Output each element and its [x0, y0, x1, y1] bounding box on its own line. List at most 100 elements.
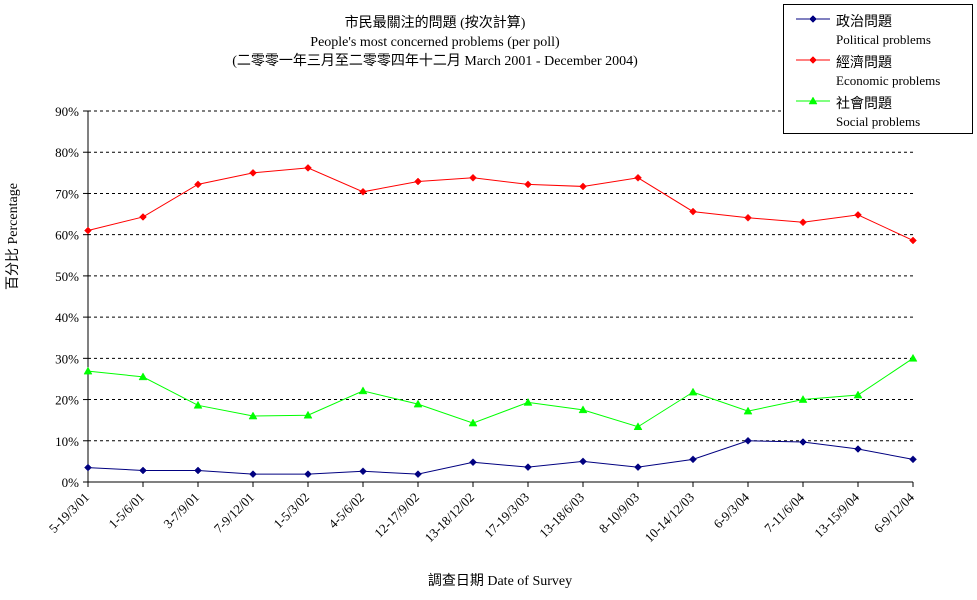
y-tick-label: 50% — [55, 269, 79, 284]
data-point-economic — [139, 213, 147, 221]
x-tick-label: 5-19/3/01 — [46, 490, 92, 536]
y-tick-label: 30% — [55, 351, 79, 366]
legend-swatch-political — [796, 15, 830, 23]
x-tick-label: 8-10/9/03 — [596, 490, 642, 536]
x-tick-label: 12-17/9/02 — [371, 490, 422, 541]
series-economic — [84, 164, 917, 245]
y-tick-label: 80% — [55, 145, 79, 160]
data-point-political — [249, 470, 257, 479]
legend-marker-economic — [809, 56, 817, 64]
data-point-political — [634, 463, 642, 472]
y-tick-label: 60% — [55, 228, 79, 243]
data-point-political — [524, 463, 532, 472]
y-tick-label: 90% — [55, 104, 79, 119]
data-point-social — [358, 386, 368, 395]
data-point-social — [908, 353, 918, 362]
legend-label-social: 社會問題 — [836, 97, 892, 112]
y-tick-label: 0% — [62, 475, 80, 490]
x-tick-label: 1-5/3/02 — [270, 490, 312, 532]
legend-item-social: 社會問題 Social problems — [784, 87, 972, 129]
data-point-economic — [524, 180, 532, 189]
data-point-political — [744, 436, 752, 445]
data-point-political — [414, 470, 422, 479]
data-point-social — [303, 410, 313, 419]
x-tick-label: 1-5/6/01 — [105, 490, 147, 532]
data-point-political — [799, 438, 807, 446]
x-axis-label: 調查日期 Date of Survey — [427, 574, 573, 589]
data-point-political — [84, 463, 92, 472]
data-point-political — [909, 455, 917, 464]
y-tick-label: 10% — [55, 434, 79, 449]
data-point-political — [194, 466, 202, 475]
data-point-political — [469, 458, 477, 467]
data-point-economic — [469, 173, 477, 182]
axis-layer — [83, 110, 914, 487]
data-point-social — [853, 390, 863, 399]
x-tick-label: 3-7/9/01 — [160, 490, 202, 532]
chart-subtitle: People's most concerned problems (per po… — [310, 35, 560, 50]
data-point-economic — [854, 211, 862, 219]
legend-label-en-economic: Economic problems — [836, 73, 941, 88]
y-tick-label: 40% — [55, 310, 79, 325]
data-point-social — [193, 400, 203, 409]
x-tick-label: 10-14/12/03 — [642, 490, 698, 546]
data-point-economic — [744, 213, 752, 222]
x-tick-label: 13-18/6/03 — [536, 490, 587, 541]
legend-item-economic: 經濟問題 Economic problems — [784, 46, 972, 88]
legend-swatch-economic — [796, 56, 830, 64]
x-tick-label: 4-5/6/02 — [325, 490, 367, 532]
series-social — [83, 353, 918, 431]
data-point-political — [579, 457, 587, 466]
legend-label-political: 政治問題 — [836, 15, 892, 30]
series-line-economic — [87, 167, 914, 241]
legend-swatch-social — [796, 96, 830, 105]
legend-label-economic: 經濟問題 — [836, 56, 892, 71]
chart-title: 市民最關注的問題 (按次計算) — [344, 16, 526, 31]
data-point-economic — [304, 164, 312, 172]
x-tick-label: 6-9/12/04 — [871, 489, 918, 536]
chart-legend: 政治問題 Political problems 經濟問題 Economic probl… — [783, 4, 973, 134]
data-point-social — [578, 405, 588, 414]
data-point-economic — [579, 182, 587, 191]
data-point-economic — [249, 168, 257, 177]
tick-label-layer: 0% 10% 20% 30% 40% 50% 60% 70% 80% 90% 5-19/3/01 1-… — [46, 104, 918, 545]
x-tick-label: 7-11/6/04 — [761, 489, 807, 535]
data-point-political — [854, 445, 862, 453]
data-point-political — [139, 466, 147, 475]
data-point-political — [689, 455, 697, 464]
x-tick-label: 6-9/3/04 — [710, 489, 752, 531]
legend-marker-political — [809, 15, 817, 23]
x-tick-label: 13-15/9/04 — [811, 489, 862, 540]
x-tick-label: 7-9/12/01 — [211, 490, 257, 536]
data-point-social — [523, 397, 533, 406]
series-line-social — [87, 357, 914, 428]
chart-subtitle-range: (二零零一年三月至二零零四年十二月 March 2001 - December … — [232, 54, 638, 69]
y-tick-label: 20% — [55, 393, 79, 408]
data-point-social — [743, 406, 753, 415]
data-point-economic — [359, 187, 367, 196]
data-point-economic — [799, 218, 807, 227]
x-tick-label: 17-19/3/03 — [481, 490, 532, 541]
data-point-social — [413, 399, 423, 408]
data-point-economic — [84, 226, 92, 235]
chart-title-block: 市民最關注的問題 (按次計算) People's most concerned … — [150, 14, 720, 71]
series-line-political — [87, 440, 914, 475]
data-point-social — [468, 418, 478, 427]
data-point-economic — [194, 180, 202, 189]
data-point-economic — [634, 173, 642, 182]
data-point-economic — [414, 177, 422, 186]
data-point-social — [83, 366, 93, 375]
series-political — [84, 436, 917, 479]
legend-label-en-political: Political problems — [836, 32, 931, 47]
y-axis-label: 百分比 Percentage — [6, 183, 21, 290]
legend-marker-social — [808, 96, 818, 105]
grid-layer — [88, 110, 913, 442]
y-tick-label: 70% — [55, 186, 79, 201]
data-point-social — [138, 372, 148, 381]
data-point-social — [633, 422, 643, 431]
data-point-political — [304, 470, 312, 479]
x-tick-label: 13-18/12/02 — [422, 490, 478, 546]
legend-item-political: 政治問題 Political problems — [784, 5, 972, 47]
data-point-social — [688, 387, 698, 396]
